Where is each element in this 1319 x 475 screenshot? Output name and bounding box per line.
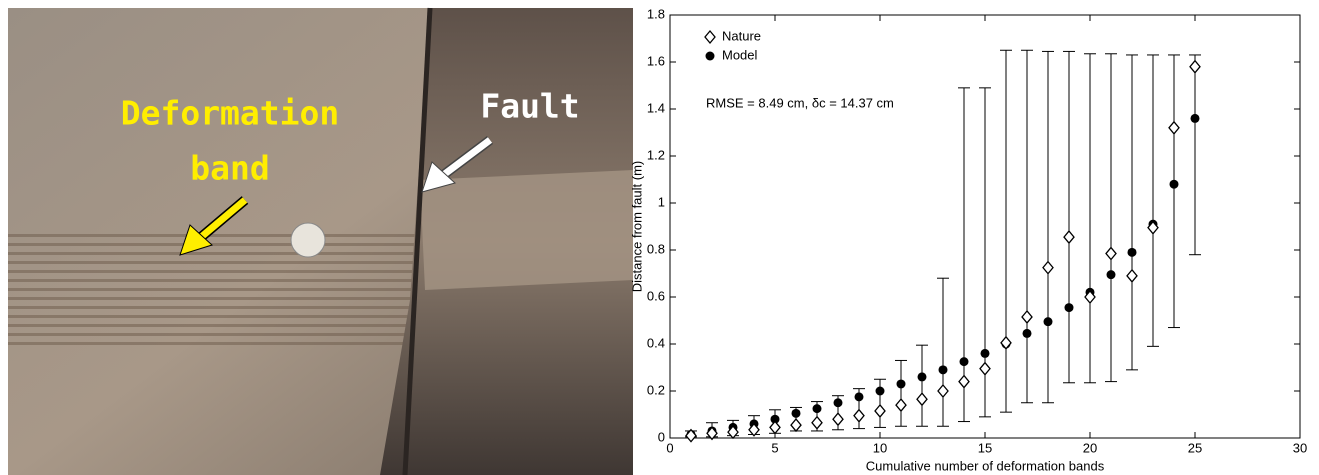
marker — [812, 417, 822, 429]
legend-marker — [706, 52, 715, 61]
error-bar — [1042, 51, 1054, 402]
y-tick-label: 0.8 — [647, 241, 665, 256]
marker — [917, 393, 927, 405]
error-bar — [937, 278, 949, 426]
marker — [981, 349, 990, 358]
y-tick-label: 0 — [658, 429, 665, 444]
legend-label: Model — [722, 47, 758, 62]
marker — [875, 405, 885, 417]
x-tick-label: 5 — [771, 440, 778, 455]
marker — [1170, 180, 1179, 189]
coin — [291, 223, 325, 257]
marker — [876, 387, 885, 396]
y-tick-label: 1.4 — [647, 100, 665, 115]
x-tick-label: 10 — [873, 440, 887, 455]
error-bar — [1084, 54, 1096, 383]
x-tick-label: 15 — [978, 440, 992, 455]
error-bar — [1126, 55, 1138, 370]
photo-label: band — [190, 149, 269, 188]
y-tick-label: 1.6 — [647, 53, 665, 68]
rock-ledge — [420, 170, 633, 290]
marker — [855, 392, 864, 401]
error-bar — [1021, 50, 1033, 403]
legend-marker — [705, 31, 715, 43]
marker — [813, 404, 822, 413]
marker — [980, 363, 990, 375]
x-tick-label: 0 — [666, 440, 673, 455]
marker — [1106, 248, 1116, 260]
x-tick-label: 25 — [1188, 440, 1202, 455]
error-bar — [1168, 55, 1180, 328]
marker — [918, 372, 927, 381]
annotation: RMSE = 8.49 cm, δc = 14.37 cm — [706, 95, 894, 110]
y-tick-label: 0.6 — [647, 288, 665, 303]
marker — [897, 379, 906, 388]
marker — [896, 399, 906, 411]
y-tick-label: 1 — [658, 194, 665, 209]
marker — [1065, 303, 1074, 312]
marker — [1191, 114, 1200, 123]
legend-label: Nature — [722, 28, 761, 43]
error-bar — [874, 379, 886, 427]
marker — [1064, 231, 1074, 243]
y-tick-label: 0.2 — [647, 382, 665, 397]
marker — [1043, 262, 1053, 274]
photo: Deformation band Fault — [8, 8, 633, 475]
error-bar — [1000, 50, 1012, 412]
marker — [1022, 311, 1032, 323]
x-axis-label: Cumulative number of deformation bands — [866, 458, 1105, 473]
marker — [834, 398, 843, 407]
marker — [1023, 329, 1032, 338]
marker — [938, 385, 948, 397]
marker — [960, 357, 969, 366]
y-tick-label: 1.2 — [647, 147, 665, 162]
rock-bands — [8, 230, 418, 350]
error-bar — [1105, 54, 1117, 382]
error-bar — [916, 345, 928, 426]
photo-label: Fault — [480, 87, 579, 126]
figure: Deformation band Fault 05101520253000.20… — [0, 0, 1319, 475]
x-tick-label: 20 — [1083, 440, 1097, 455]
error-bar — [958, 88, 970, 422]
page: Deformation band Fault 05101520253000.20… — [0, 0, 1319, 475]
marker — [1190, 61, 1200, 73]
marker — [792, 409, 801, 418]
marker — [791, 419, 801, 431]
error-bar — [895, 360, 907, 426]
marker — [939, 365, 948, 374]
chart: 0 5 10 15 20 25 30 0 0.2 0.4 0.6 0.8 1 1.2 1.4 1.6 1.8 Cu… — [629, 6, 1307, 473]
marker — [833, 413, 843, 425]
y-axis-label: Distance from fault (m) — [629, 161, 644, 292]
y-tick-label: 0.4 — [647, 335, 665, 350]
marker — [770, 421, 780, 433]
marker — [1169, 122, 1179, 134]
y-tick-label: 1.8 — [647, 6, 665, 21]
marker — [854, 410, 864, 422]
marker — [1127, 270, 1137, 282]
marker — [1107, 270, 1116, 279]
marker — [1001, 337, 1011, 349]
error-bar — [1063, 51, 1075, 382]
marker — [1044, 317, 1053, 326]
marker — [1128, 248, 1137, 257]
marker — [959, 376, 969, 388]
error-bar — [1189, 55, 1201, 255]
x-tick-label: 30 — [1293, 440, 1307, 455]
error-bar — [1147, 55, 1159, 346]
photo-label: Deformation — [121, 94, 340, 133]
